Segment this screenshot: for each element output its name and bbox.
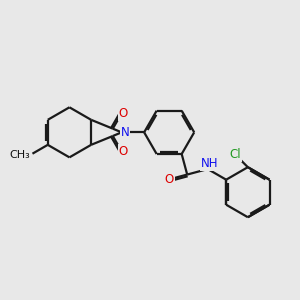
Text: O: O <box>165 173 174 187</box>
Text: NH: NH <box>200 157 218 170</box>
Text: CH₃: CH₃ <box>9 150 30 160</box>
Text: O: O <box>118 145 128 158</box>
Text: O: O <box>118 107 128 120</box>
Text: N: N <box>121 126 130 139</box>
Text: Cl: Cl <box>229 148 241 161</box>
